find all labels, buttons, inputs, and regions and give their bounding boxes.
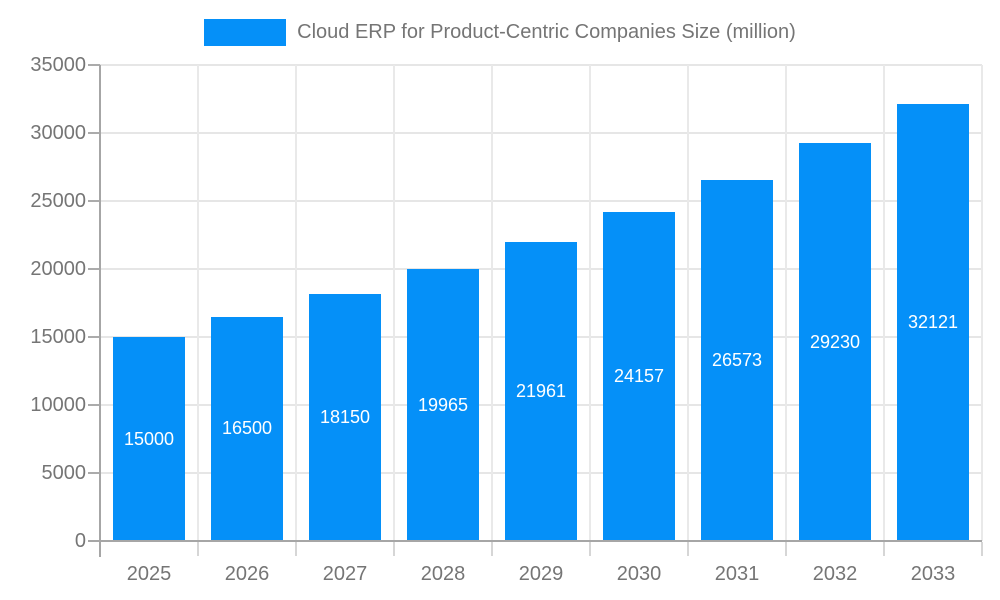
x-axis-tick <box>981 542 983 556</box>
gridline-v <box>589 65 591 541</box>
x-axis-tick <box>295 542 297 556</box>
y-axis-label: 35000 <box>30 54 86 76</box>
gridline-v <box>295 65 297 541</box>
gridline-h <box>100 200 982 202</box>
legend[interactable]: Cloud ERP for Product-Centric Companies … <box>0 17 1000 47</box>
bar[interactable]: 15000 <box>113 337 185 541</box>
y-axis-label: 30000 <box>30 122 86 144</box>
x-axis-label: 2033 <box>910 563 956 585</box>
y-axis-tick <box>88 200 100 202</box>
bar[interactable]: 24157 <box>603 212 675 541</box>
bar[interactable]: 19965 <box>407 269 479 541</box>
x-axis-tick <box>197 542 199 556</box>
bar-value-label: 32121 <box>907 312 959 333</box>
bar-value-label: 21961 <box>515 381 567 402</box>
y-axis-tick <box>88 64 100 66</box>
gridline-v <box>981 65 983 541</box>
y-axis-label: 5000 <box>41 462 87 484</box>
legend-swatch-icon <box>204 18 287 46</box>
bar[interactable]: 26573 <box>701 179 773 541</box>
bar[interactable]: 21961 <box>505 242 577 541</box>
gridline-h <box>100 132 982 134</box>
x-axis-tick <box>785 542 787 556</box>
y-axis-label: 25000 <box>30 190 86 212</box>
x-axis-label: 2026 <box>224 563 270 585</box>
bar[interactable]: 16500 <box>211 316 283 541</box>
gridline-v <box>785 65 787 541</box>
y-axis-label: 15000 <box>30 326 86 348</box>
gridline-h <box>100 64 982 66</box>
gridline-v <box>883 65 885 541</box>
x-axis-tick <box>883 542 885 556</box>
bar-value-label: 15000 <box>123 428 175 449</box>
x-axis-label: 2025 <box>126 563 172 585</box>
gridline-v <box>491 65 493 541</box>
y-axis-line <box>99 65 101 557</box>
y-axis-label: 10000 <box>30 394 86 416</box>
x-axis-tick <box>393 542 395 556</box>
x-axis-tick <box>687 542 689 556</box>
bar[interactable]: 32121 <box>897 104 969 541</box>
bar-value-label: 18150 <box>319 407 371 428</box>
x-axis-label: 2028 <box>420 563 466 585</box>
y-axis-tick <box>88 404 100 406</box>
bar-value-label: 26573 <box>711 349 763 370</box>
bar[interactable]: 29230 <box>799 143 871 541</box>
bar[interactable]: 18150 <box>309 294 381 541</box>
bar-value-label: 16500 <box>221 418 273 439</box>
y-axis-label: 20000 <box>30 258 86 280</box>
y-axis-tick <box>88 268 100 270</box>
bar-value-label: 24157 <box>613 366 665 387</box>
x-axis-line <box>88 540 982 542</box>
y-axis-label: 0 <box>74 530 86 552</box>
legend-label: Cloud ERP for Product-Centric Companies … <box>297 20 796 43</box>
y-axis-tick <box>88 336 100 338</box>
gridline-v <box>393 65 395 541</box>
gridline-v <box>687 65 689 541</box>
x-axis-label: 2032 <box>812 563 858 585</box>
y-axis-tick <box>88 132 100 134</box>
x-axis-tick <box>589 542 591 556</box>
x-axis-label: 2029 <box>518 563 564 585</box>
x-axis-label: 2030 <box>616 563 662 585</box>
gridline-v <box>197 65 199 541</box>
bar-value-label: 29230 <box>809 331 861 352</box>
bar-value-label: 19965 <box>417 394 469 415</box>
y-axis-tick <box>88 472 100 474</box>
x-axis-tick <box>491 542 493 556</box>
x-axis-label: 2031 <box>714 563 760 585</box>
x-axis-label: 2027 <box>322 563 368 585</box>
